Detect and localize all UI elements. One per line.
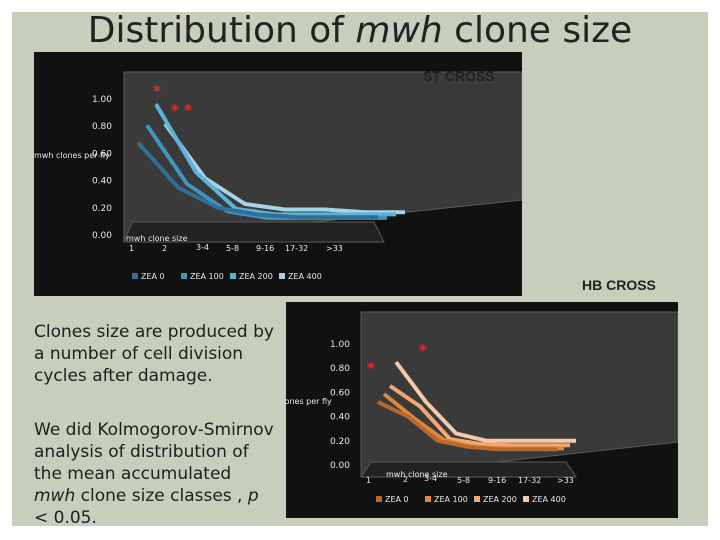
hb-series-zea-400 [394,360,576,443]
hb-legend-swatch-1 [425,496,431,502]
hb-series-zea-0 [377,400,558,452]
st-legend-label-1: ZEA 100 [190,272,224,281]
st-ytick-0.00: 0.00 [92,231,112,241]
title-suffix: clone size [442,10,633,51]
hb-ytick-0.40: 0.40 [330,413,350,423]
st-series-zea-0 [136,141,378,220]
title-italic: mwh [355,10,443,51]
hb-xtick-2: 2 [403,475,408,484]
hb-ytick-0.20: 0.20 [330,437,350,447]
st-xtick-1: 1 [129,244,134,253]
hb-legend-label-0: ZEA 0 [385,495,409,504]
hb-xtick-1: 1 [366,476,371,485]
st-legend-label-3: ZEA 400 [288,272,322,281]
hb-annotation-1: * [419,341,427,359]
para2-text-b: clone size classes , [75,486,248,506]
description-paragraph-1: Clones size are produced by a number of … [34,322,274,386]
st-xtick-5-8: 5-8 [226,244,239,253]
st-xtick-2: 2 [162,244,167,253]
st-ytick-0.20: 0.20 [92,204,112,214]
st-legend-swatch-0 [132,273,138,279]
hb-wall [360,311,678,478]
st-cross-label: ST CROSS [423,68,495,84]
hb-ylabel: mwh clones per fly [286,397,332,406]
hb-xtick-5-8: 5-8 [457,476,470,485]
hb-xtick-17-32: 17-32 [518,476,541,485]
hb-floor [360,461,577,478]
hb-annotation-0: * [367,359,375,377]
st-ytick-0.40: 0.40 [92,177,112,187]
st-ylabel: mwh clones per fly [34,151,110,160]
hb-legend-swatch-3 [523,496,529,502]
hb-legend-label-3: ZEA 400 [532,495,566,504]
st-ytick-0.80: 0.80 [92,122,112,132]
hb-ytick-0.60: 0.60 [330,388,350,398]
hb-legend-label-2: ZEA 200 [483,495,517,504]
st-xtick->33: >33 [326,244,343,253]
st-legend-label-0: ZEA 0 [141,272,165,281]
st-chart-panel: 0.00 0.20 0.40 0.60 0.80 1.00 mwh clones per f… [34,52,522,296]
st-annotation-0: * [153,82,161,100]
hb-legend-swatch-0 [376,496,382,502]
description-paragraph-2: We did Kolmogorov-Smirnov analysis of di… [34,419,274,529]
hb-xtick-3-4: 3-4 [424,474,437,483]
st-floor [123,221,385,243]
hb-ytick-0.80: 0.80 [330,364,350,374]
para2-text-c: < 0.05. [34,508,97,528]
st-xtick-17-32: 17-32 [285,244,308,253]
hb-legend-label-1: ZEA 100 [434,495,468,504]
st-xtick-9-16: 9-16 [256,244,274,253]
st-legend-swatch-2 [230,273,236,279]
st-ytick-0.60: 0.60 [92,149,112,159]
hb-xtick->33: >33 [557,476,574,485]
st-legend-swatch-1 [181,273,187,279]
hb-ytick-0.00: 0.00 [330,461,350,471]
hb-xlabel: mwh clone size [386,470,448,479]
hb-ytick-1.00: 1.00 [330,340,350,350]
hb-cross-label: HB CROSS [582,277,656,293]
st-ytick-1.00: 1.00 [92,95,112,105]
hb-xtick-9-16: 9-16 [488,476,506,485]
st-xlabel: mwh clone size [126,234,188,243]
st-legend-swatch-3 [279,273,285,279]
st-xtick-3-4: 3-4 [196,243,209,252]
slide-title: Distribution of mwh clone size [0,10,720,51]
title-prefix: Distribution of [87,10,356,51]
para2-p: p [247,486,259,506]
hb-chart-panel: 0.00 0.20 0.40 0.60 0.80 1.00 mwh clones per f… [286,302,678,518]
hb-series-zea-200 [388,384,570,448]
st-legend-label-2: ZEA 200 [239,272,273,281]
para2-text-a: We did Kolmogorov-Smirnov analysis of di… [34,420,274,484]
st-annotation-1: * * [171,101,192,119]
hb-cross-chart: 0.00 0.20 0.40 0.60 0.80 1.00 mwh clones per f… [286,311,678,504]
para2-italic: mwh [34,486,76,506]
st-cross-chart: 0.00 0.20 0.40 0.60 0.80 1.00 mwh clones per f… [34,71,522,281]
hb-legend-swatch-2 [474,496,480,502]
